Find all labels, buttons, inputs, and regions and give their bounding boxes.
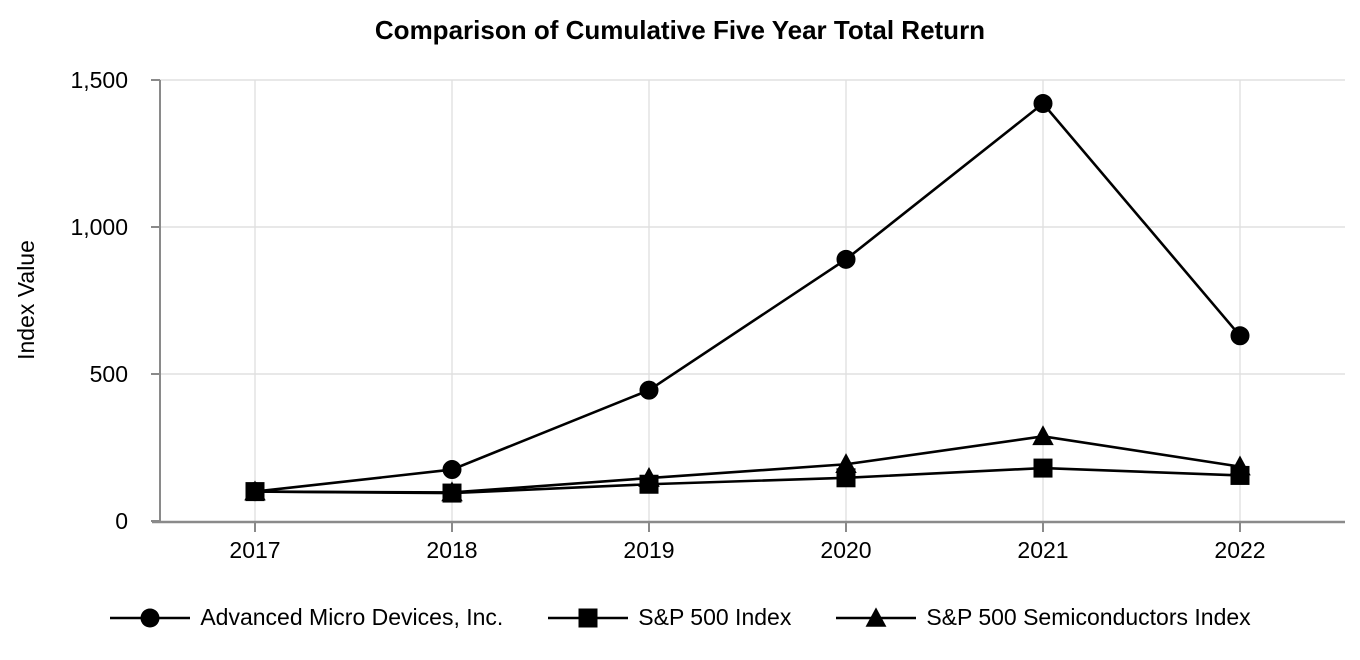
y-tick-label: 500 <box>90 361 128 387</box>
axes <box>151 79 1345 532</box>
legend-label: Advanced Micro Devices, Inc. <box>200 604 504 630</box>
y-tick-labels: 0 500 1,000 1,500 <box>70 67 128 534</box>
series-line <box>254 101 1241 493</box>
legend-item-s-p-500-semiconductors-index: S&P 500 Semiconductors Index <box>835 604 1251 631</box>
x-tick-label: 2022 <box>1214 537 1265 563</box>
chart-title: Comparison of Cumulative Five Year Total… <box>374 15 986 45</box>
legend-label: S&P 500 Index <box>638 604 792 630</box>
legend-item-advanced-micro-devices-inc: Advanced Micro Devices, Inc. <box>109 604 503 631</box>
circle-icon <box>110 608 191 627</box>
x-tick-labels: 2017 2018 2019 2020 2021 2022 <box>229 537 1265 563</box>
series-s-p-500-semiconductors-index <box>244 425 1251 502</box>
circle-marker <box>639 380 659 400</box>
legend-label: S&P 500 Semiconductors Index <box>926 604 1251 630</box>
x-tick-label: 2019 <box>623 537 674 563</box>
legend-item-s-p-500-index: S&P 500 Index <box>547 604 791 631</box>
y-tick-label: 1,000 <box>70 214 128 240</box>
circle-marker <box>442 460 462 480</box>
triangle-marker <box>865 606 887 627</box>
y-tick-label: 1,500 <box>70 67 128 93</box>
circle-marker <box>1033 94 1053 114</box>
x-tick-label: 2020 <box>820 537 871 563</box>
x-tick-label: 2017 <box>229 537 280 563</box>
square-marker <box>836 468 856 488</box>
x-tick-label: 2021 <box>1017 537 1068 563</box>
square-marker <box>1230 465 1250 485</box>
series-advanced-micro-devices-inc <box>245 94 1250 502</box>
square-marker <box>1033 458 1053 478</box>
x-tick-label: 2018 <box>426 537 477 563</box>
gridlines <box>160 79 1345 521</box>
square-marker <box>442 483 462 503</box>
circle-marker <box>1230 326 1250 346</box>
series-line <box>254 466 1241 495</box>
circle-marker <box>140 608 160 627</box>
circle-marker <box>836 249 856 269</box>
y-axis-label: Index Value <box>13 240 39 360</box>
triangle-icon <box>836 606 917 627</box>
series-line <box>254 435 1241 494</box>
y-tick-label: 0 <box>115 508 128 534</box>
square-marker <box>578 608 598 627</box>
square-marker <box>245 482 265 502</box>
triangle-marker <box>1032 425 1054 446</box>
square-icon <box>548 608 629 627</box>
series-s-p-500-index <box>245 458 1250 503</box>
legend: Advanced Micro Devices, Inc. S&P 500 Inde… <box>0 604 1360 631</box>
square-marker <box>639 474 659 494</box>
plot-area: 0 500 1,000 1,500 2017 2018 2019 2020 2021 2022 In… <box>13 67 1345 563</box>
